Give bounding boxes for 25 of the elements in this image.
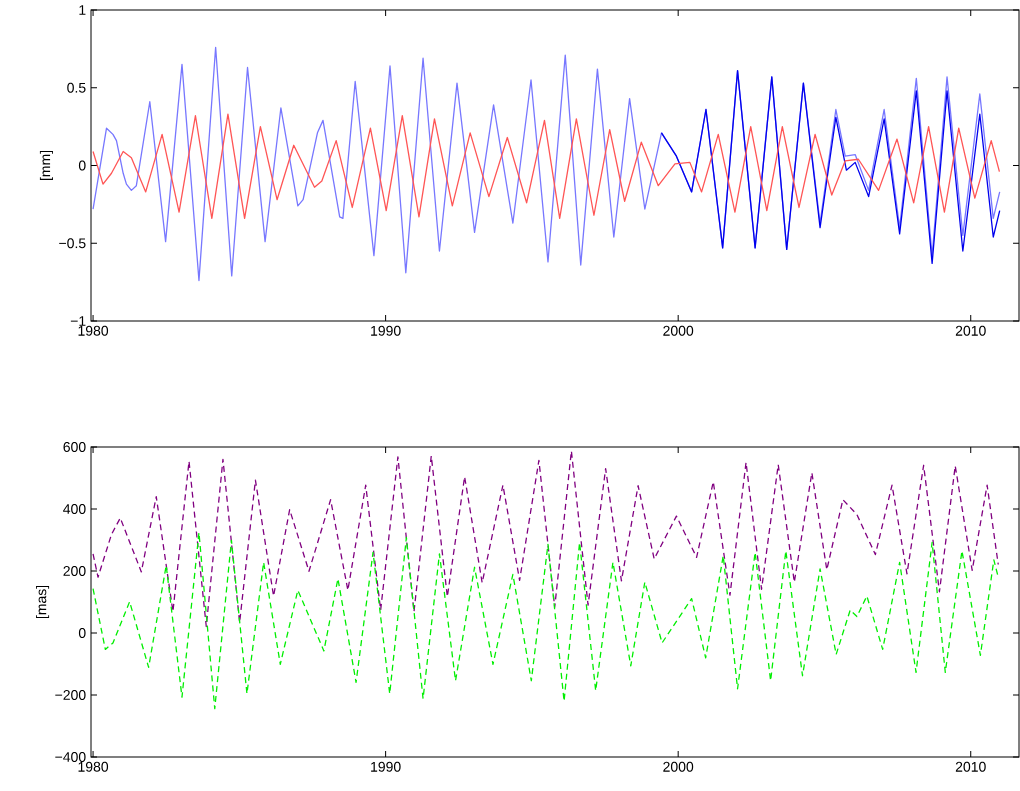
line-series [92, 450, 999, 628]
y-axis-title: [mas] [36, 585, 50, 619]
x-tick-label: 1980 [78, 325, 109, 336]
y-tick-label: 1 [79, 5, 86, 15]
y-tick-label: −0.5 [59, 238, 86, 249]
x-tick-label: 2010 [955, 761, 986, 772]
y-tick-label: 400 [63, 504, 86, 514]
y-tick-label: 200 [63, 566, 86, 576]
y-axis-title: [mm] [39, 150, 53, 181]
y-tick-label: 0 [78, 628, 86, 638]
x-tick-label: 2010 [955, 325, 986, 336]
x-tick-label: 1980 [78, 761, 109, 772]
line-series [92, 531, 999, 710]
y-tick-label: 0.5 [67, 82, 86, 93]
line-series [660, 69, 1001, 265]
x-tick-label: 1990 [371, 761, 401, 772]
y-tick-label: 600 [63, 442, 86, 452]
x-tick-label: 1990 [371, 325, 401, 336]
x-tick-label: 2000 [663, 761, 694, 772]
y-tick-label: −400 [55, 752, 86, 762]
y-tick-label: −1 [70, 316, 86, 326]
y-tick-label: 0 [78, 160, 86, 171]
y-tick-label: −200 [55, 690, 86, 700]
x-tick-label: 2000 [663, 325, 694, 336]
line-series [92, 113, 1001, 220]
